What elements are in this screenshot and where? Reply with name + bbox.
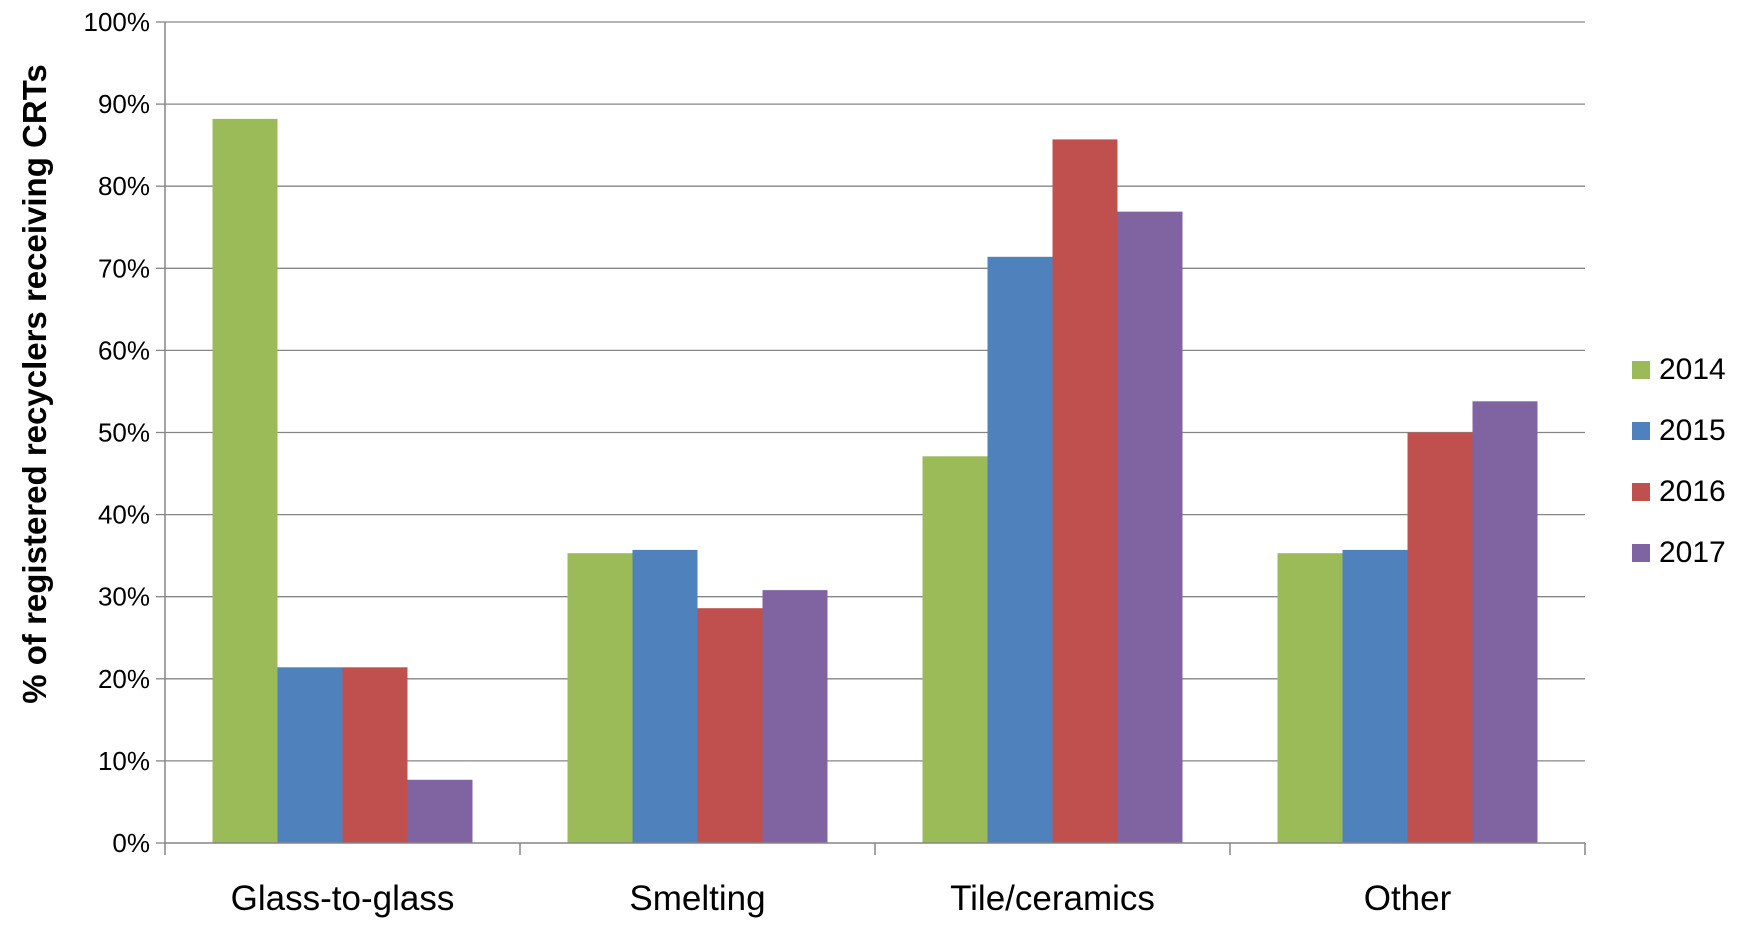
- x-category-labels: Glass-to-glass Smelting Tile/ceramics Other: [231, 879, 1452, 918]
- y-tick-label: 50%: [98, 418, 150, 448]
- bar-2016: [1407, 432, 1473, 843]
- axes: [164, 22, 1586, 855]
- y-tick-label: 60%: [98, 335, 150, 365]
- y-tick-label: 80%: [98, 171, 150, 201]
- y-tick-label: 100%: [84, 7, 151, 37]
- legend-label: 2015: [1659, 414, 1726, 447]
- y-tick-label: 30%: [98, 582, 150, 612]
- bar-2016: [1052, 139, 1118, 843]
- x-category-label: Other: [1364, 879, 1452, 918]
- y-tick-label: 20%: [98, 664, 150, 694]
- bar-2014: [567, 553, 633, 843]
- y-tick-label: 40%: [98, 500, 150, 530]
- bar-2014: [922, 456, 988, 843]
- bar-2017: [1117, 211, 1183, 843]
- bar-2015: [987, 256, 1053, 843]
- y-axis-title: % of registered recyclers receiving CRTs: [16, 64, 53, 704]
- x-category-label: Smelting: [629, 879, 765, 918]
- bar-2014: [1277, 553, 1343, 843]
- legend-label: 2017: [1659, 536, 1726, 569]
- bar-2016: [342, 667, 408, 843]
- bar-2016: [697, 608, 763, 843]
- x-category-label: Tile/ceramics: [950, 879, 1155, 918]
- bars: [212, 118, 1538, 844]
- legend-label: 2014: [1659, 353, 1726, 386]
- x-category-label: Glass-to-glass: [231, 879, 455, 918]
- y-tick-label: 0%: [112, 828, 150, 858]
- y-tick-label: 90%: [98, 89, 150, 119]
- y-tick-labels: 0% 10% 20% 30% 40% 50% 60% 70% 80% 90% 100%: [84, 7, 151, 858]
- legend-swatch: [1632, 361, 1650, 379]
- bar-2017: [1472, 401, 1538, 843]
- bar-2017: [407, 779, 473, 843]
- legend-swatch: [1632, 483, 1650, 501]
- bar-2014: [212, 118, 278, 844]
- legend: 2014 2015 2016 2017: [1632, 353, 1726, 569]
- y-tick-label: 10%: [98, 746, 150, 776]
- bar-2017: [762, 590, 828, 843]
- y-tick-label: 70%: [98, 253, 150, 283]
- legend-swatch: [1632, 544, 1650, 562]
- bar-2015: [1342, 549, 1408, 843]
- bar-2015: [632, 549, 698, 843]
- legend-swatch: [1632, 422, 1650, 440]
- bar-2015: [277, 667, 343, 843]
- legend-label: 2016: [1659, 475, 1726, 508]
